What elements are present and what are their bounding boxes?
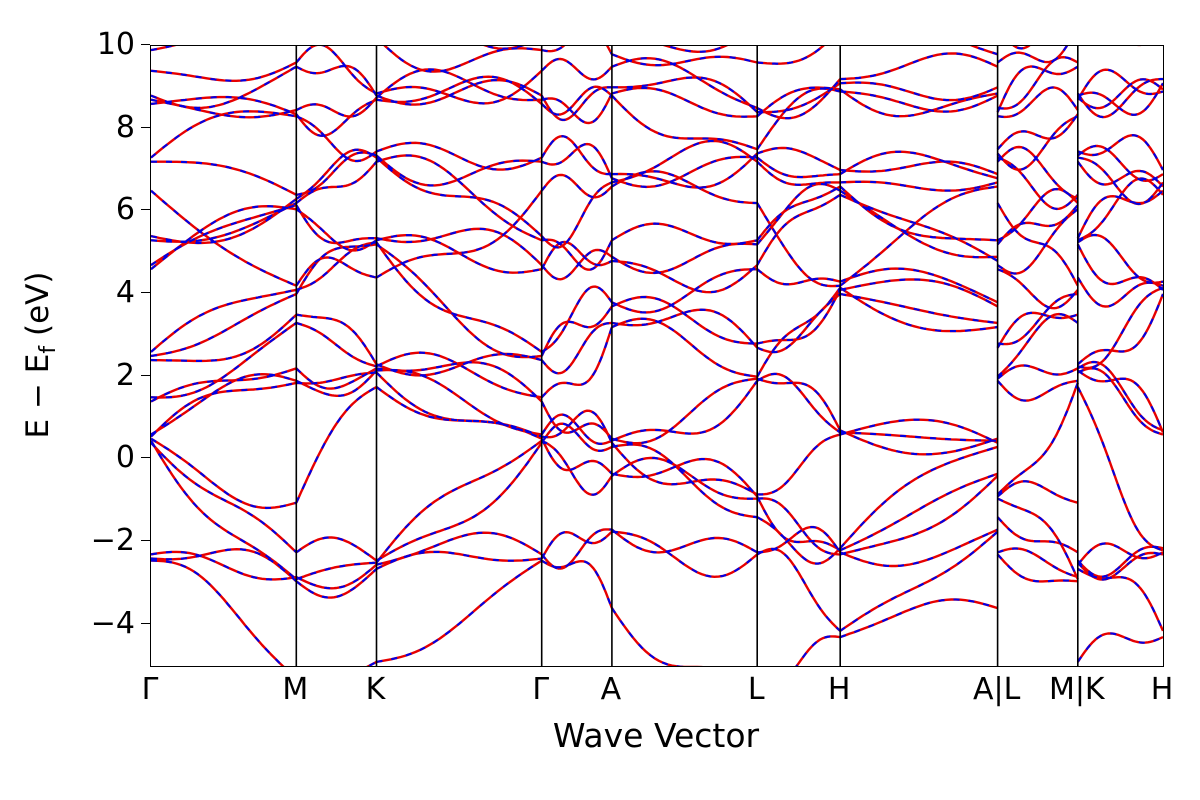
y-tick-mark <box>141 622 150 624</box>
band-line-blue-dashed <box>151 526 1163 590</box>
band-line-blue-dashed <box>151 46 1068 73</box>
band-line-blue-dashed <box>151 233 1163 353</box>
y-tick-label: 0 <box>115 440 135 476</box>
x-tick-label-kpoint: A <box>600 672 622 707</box>
band-line-red-solid <box>151 243 1163 359</box>
y-tick-label: 8 <box>115 109 135 145</box>
plot-area <box>150 45 1164 667</box>
band-line-blue-dashed <box>151 530 1163 632</box>
y-axis-label: E − Ef (eV) <box>20 271 61 439</box>
band-line-blue-dashed <box>151 154 1163 271</box>
band-line-red-solid <box>151 439 1163 581</box>
x-tick-label-kpoint: M <box>282 672 309 707</box>
band-line-red-solid <box>151 385 1163 552</box>
y-tick-mark <box>141 209 150 211</box>
y-axis-label-unit: (eV) <box>20 271 56 346</box>
y-tick-mark <box>141 374 150 376</box>
band-line-red-solid <box>151 525 1163 590</box>
band-line-blue-dashed <box>151 170 1163 308</box>
y-tick-label: 6 <box>115 192 135 228</box>
band-line-blue-dashed <box>151 439 1163 581</box>
band-line-blue-dashed <box>151 68 1163 151</box>
y-tick-mark <box>141 540 150 542</box>
x-tick-label-kpoint: K <box>365 672 386 707</box>
y-axis-label-subscript: f <box>36 345 61 354</box>
band-line-blue-dashed <box>151 182 1163 281</box>
band-line-blue-dashed <box>151 367 1163 496</box>
band-line-blue-dashed <box>151 68 1163 125</box>
y-tick-label: −4 <box>90 605 135 641</box>
band-line-red-solid <box>151 422 1163 578</box>
band-line-red-solid <box>483 46 1031 53</box>
band-line-blue-dashed <box>151 177 1163 294</box>
band-line-red-solid <box>151 68 1163 125</box>
x-tick-label-kpoint: Γ <box>141 672 159 707</box>
y-axis-label-main: E − E <box>20 353 56 439</box>
x-tick-label-kpoint: A|L <box>972 672 1021 707</box>
x-tick-label-kpoint: H <box>1150 672 1174 707</box>
x-axis-label: Wave Vector <box>552 716 760 755</box>
band-line-red-solid <box>151 368 1163 445</box>
x-tick-label-kpoint: H <box>827 672 851 707</box>
band-line-blue-dashed <box>151 46 1163 120</box>
band-line-blue-dashed <box>151 143 1163 210</box>
band-line-blue-dashed <box>151 386 1163 552</box>
bands-canvas <box>151 46 1163 666</box>
band-line-blue-dashed <box>151 369 1163 445</box>
band-line-blue-dashed <box>151 422 1163 578</box>
band-line-blue-dashed <box>483 46 1031 53</box>
y-tick-mark <box>141 457 150 459</box>
y-tick-mark <box>141 292 150 294</box>
band-line-blue-dashed <box>151 559 1163 666</box>
band-line-red-solid <box>151 360 1163 456</box>
y-tick-label: 10 <box>96 27 135 62</box>
x-tick-label-kpoint: Γ <box>532 672 550 707</box>
band-line-blue-dashed <box>151 286 1163 399</box>
y-tick-label: 4 <box>115 275 135 310</box>
band-line-blue-dashed <box>151 292 1163 377</box>
y-tick-mark <box>141 126 150 128</box>
y-tick-label: 2 <box>115 357 135 393</box>
band-line-blue-dashed <box>151 64 1163 121</box>
band-line-red-solid <box>151 367 1163 496</box>
band-line-blue-dashed <box>151 110 1163 189</box>
x-tick-label-kpoint: M|K <box>1048 672 1105 707</box>
band-line-red-solid <box>151 64 1163 122</box>
band-line-blue-dashed <box>151 243 1163 359</box>
band-line-blue-dashed <box>151 139 1163 249</box>
band-line-red-solid <box>151 170 1163 308</box>
x-tick-label-kpoint: L <box>747 672 765 707</box>
y-tick-mark <box>141 44 150 46</box>
band-line-blue-dashed <box>151 360 1163 456</box>
y-tick-label: −2 <box>90 523 135 558</box>
band-line-red-solid <box>151 233 1163 353</box>
